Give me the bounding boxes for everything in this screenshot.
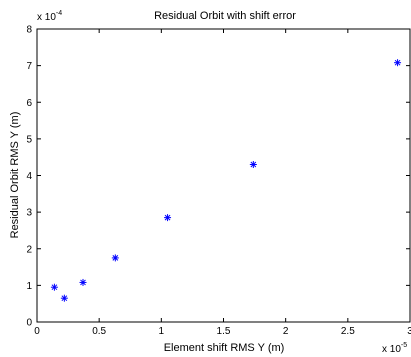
y-axis-ticks: 0 1 2 3 4 5 6 7 8 <box>26 25 410 329</box>
y-axis-multiplier: x 10-4 <box>37 10 62 23</box>
x-multiplier-power: -5 <box>401 342 407 349</box>
data-points <box>50 59 402 302</box>
y-multiplier-base: x 10 <box>37 12 56 23</box>
y-tick-label: 0 <box>26 318 32 329</box>
data-point <box>394 59 402 67</box>
y-tick-label: 5 <box>26 134 32 145</box>
y-tick-label: 4 <box>26 171 32 182</box>
x-axis-ticks: 0 0.5 1 1.5 2 2.5 3 <box>34 29 411 337</box>
x-tick-label: 3 <box>407 326 411 337</box>
data-point <box>249 161 257 169</box>
y-axis-label: Residual Orbit RMS Y (m) <box>9 112 21 239</box>
chart-title: Residual Orbit with shift error <box>154 10 296 22</box>
x-tick-label: 0.5 <box>92 326 106 337</box>
x-multiplier-base: x 10 <box>382 344 401 355</box>
x-tick-label: 1 <box>159 326 165 337</box>
data-point <box>50 283 58 291</box>
y-tick-label: 7 <box>26 61 32 72</box>
y-multiplier-power: -4 <box>56 10 62 17</box>
plot-area <box>36 28 411 323</box>
x-axis-multiplier: x 10-5 <box>382 342 407 355</box>
x-tick-label: 2.5 <box>341 326 355 337</box>
y-tick-label: 8 <box>26 25 32 36</box>
y-tick-label: 6 <box>26 98 32 109</box>
x-tick-label: 0 <box>34 326 40 337</box>
x-tick-label: 1.5 <box>217 326 231 337</box>
data-point <box>60 294 68 302</box>
x-tick-label: 2 <box>283 326 289 337</box>
y-tick-label: 2 <box>26 244 32 255</box>
y-tick-label: 1 <box>26 281 32 292</box>
y-tick-label: 3 <box>26 208 32 219</box>
x-axis-label: Element shift RMS Y (m) <box>164 342 285 354</box>
data-point <box>164 214 172 222</box>
data-point <box>79 278 87 286</box>
data-point <box>111 254 119 262</box>
